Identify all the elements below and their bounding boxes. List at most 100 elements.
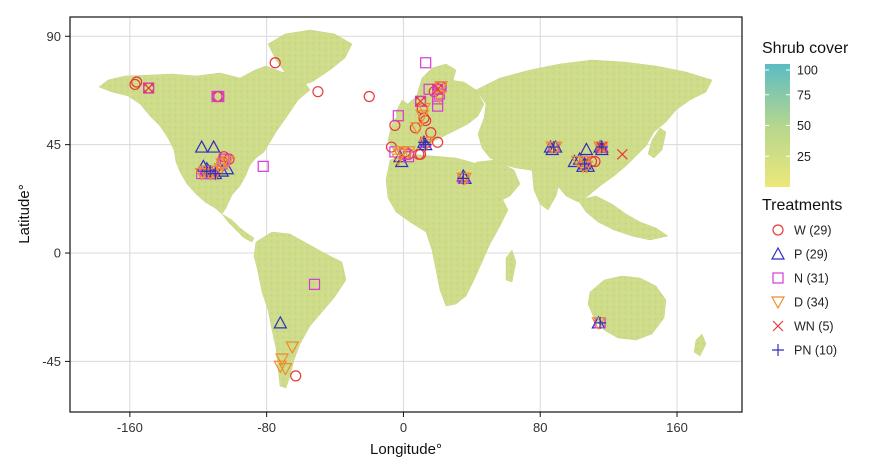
axes: -160 -80 0 80 160 -45 0 45 90 [42,29,688,435]
colorbar-tick-label: 50 [797,119,811,133]
point-wn [415,95,426,107]
land-arabia [475,159,521,203]
point-d [577,155,592,169]
point-pn [547,141,560,154]
legend-key-w [772,224,784,236]
legend-label-wn: WN (5) [794,320,834,334]
x-tick-label: 0 [400,420,407,435]
legend-key-p [770,246,786,260]
legend-label-n: N (31) [794,272,829,286]
point-d [579,160,594,174]
y-tick-label: 90 [47,29,61,44]
point-w [269,57,281,69]
x-axis-title: Longitude° [370,441,442,458]
point-p [206,139,221,153]
treatments-legend: Treatments W (29) P (29) N (31) D (34) WN (5… [762,197,842,358]
land-new-zealand [693,333,707,357]
y-tick-label: 0 [54,246,61,261]
colorbar-tick-label: 100 [797,64,818,78]
point-d [434,81,449,95]
land-india [531,167,561,211]
point-wn [432,83,444,95]
land-japan [647,127,667,159]
point-d [220,155,235,169]
point-n [257,160,269,172]
point-p [579,142,594,156]
land-africa [385,153,509,307]
y-axis-title: Latitude° [16,184,33,243]
legend-key-n [772,272,784,284]
colorbar-tick-label: 25 [797,150,811,164]
point-wn [616,148,628,160]
colorbar-title: Shrub cover [762,40,849,57]
point-n [392,110,404,122]
point-d [278,363,293,376]
legend-label-pn: PN (10) [794,344,837,358]
land-madagascar [505,249,517,283]
colorbar [765,64,790,187]
point-pn [595,141,608,154]
land-south-america [253,231,347,389]
point-w [418,112,430,124]
point-w [363,90,375,103]
series-pn [200,136,608,329]
colorbar-ticks: 25 50 75 100 [765,64,818,164]
land-southeast-asia [577,195,669,241]
point-n [308,278,321,290]
point-wn [143,82,155,94]
point-n [213,90,225,103]
point-d [213,163,228,176]
point-w [290,370,302,382]
point-n [420,57,432,69]
point-w [432,136,444,148]
point-d [416,102,431,116]
point-n [143,82,155,94]
colorbar-tick-label: 75 [797,88,811,102]
point-n [414,95,427,107]
point-w [129,78,141,91]
point-pn [419,138,432,151]
point-pn [417,136,430,149]
point-pn [457,172,470,185]
x-tick-label: 80 [533,420,547,435]
point-pn [209,167,222,180]
colorbar-legend: Shrub cover 25 50 75 100 [762,40,849,187]
land-central-america [221,213,255,243]
points-layer [129,57,628,382]
legend-key-wn [772,320,784,332]
point-p [194,139,209,153]
land-north-america [98,65,311,215]
legend-label-w: W (29) [794,224,832,238]
point-n [432,100,444,112]
x-tick-label: -80 [257,420,276,435]
point-p [394,154,409,168]
point-p [215,163,230,177]
y-tick-label: 45 [47,137,61,152]
point-p [273,315,288,329]
point-d [275,353,290,367]
point-d [273,360,288,374]
legend-label-p: P (29) [794,248,828,262]
treatments-items: W (29) P (29) N (31) D (34) WN (5) PN (10) [770,224,837,358]
y-tick-label: -45 [42,354,61,369]
plot-border [69,16,743,413]
legend-label-d: D (34) [794,296,829,310]
point-d [410,122,425,136]
point-d [194,167,209,181]
point-pn [200,165,213,178]
point-pn [594,316,607,329]
series-wn [143,82,628,160]
point-d [394,146,409,160]
point-n [432,93,444,105]
point-d [401,146,416,160]
point-d [391,153,406,167]
legend-key-d [770,296,786,310]
point-d [285,341,300,355]
point-w [312,86,324,98]
treatments-title: Treatments [762,197,842,214]
point-w [131,76,143,88]
x-tick-label: -160 [117,420,143,435]
x-tick-label: 160 [666,420,688,435]
legend-key-pn [772,344,784,356]
